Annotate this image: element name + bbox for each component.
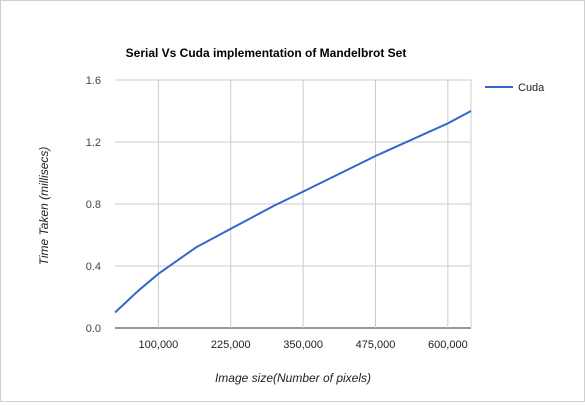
y-tick-label: 0.4 (86, 261, 101, 273)
legend-label: Cuda (518, 82, 545, 94)
grid (115, 79, 472, 329)
y-axis-ticks: 0.0 0.4 0.8 1.2 1.6 (86, 75, 101, 335)
x-axis-label: Image size(Number of pixels) (215, 371, 371, 385)
y-tick-label: 1.2 (86, 137, 101, 149)
chart-title: Serial Vs Cuda implementation of Mandelb… (126, 46, 407, 60)
series-lines (114, 110, 472, 314)
y-tick-label: 0.8 (86, 199, 101, 211)
y-tick-label: 0.0 (86, 323, 101, 335)
series-line-cuda (114, 110, 472, 314)
x-tick-label: 100,000 (139, 339, 179, 351)
legend: Cuda (485, 82, 545, 94)
y-tick-label: 1.6 (86, 75, 101, 87)
x-tick-label: 225,000 (211, 339, 251, 351)
x-tick-label: 600,000 (428, 339, 468, 351)
x-tick-label: 475,000 (356, 339, 396, 351)
y-axis-label: Time Taken (millisecs) (37, 147, 51, 266)
x-tick-label: 350,000 (283, 339, 323, 351)
x-axis-ticks: 100,000 225,000 350,000 475,000 600,000 (139, 339, 468, 351)
